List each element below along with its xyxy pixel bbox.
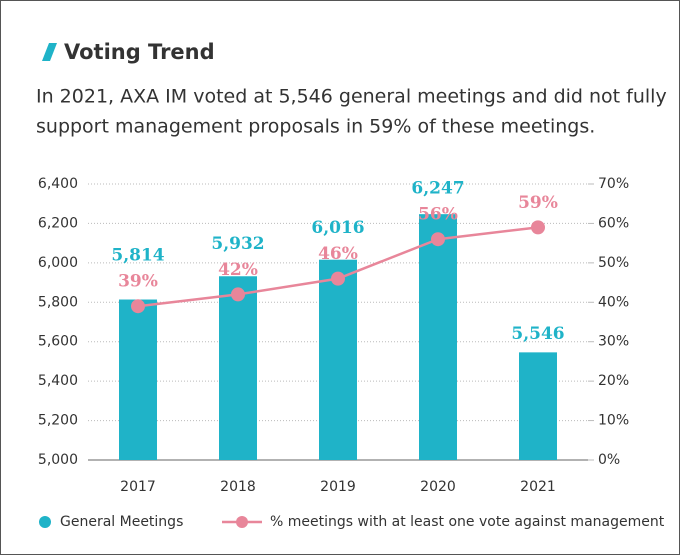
legend-swatch [39, 516, 51, 528]
bar [519, 352, 557, 460]
line-value-label: 59% [518, 193, 558, 213]
y-tick-label: 5,000 [38, 452, 78, 468]
bar-value-label: 5,932 [211, 234, 264, 254]
y2-tick-label: 20% [598, 373, 629, 389]
line-value-label: 42% [218, 260, 258, 280]
y-tick-label: 5,200 [38, 413, 78, 429]
x-tick-label: 2017 [120, 479, 156, 495]
y2-tick-label: 0% [598, 452, 620, 468]
x-tick-label: 2019 [320, 479, 356, 495]
bar-value-label: 6,016 [311, 218, 364, 238]
legend-swatch [236, 516, 248, 528]
x-tick-label: 2018 [220, 479, 256, 495]
x-tick-label: 2021 [520, 479, 556, 495]
chart-title: Voting Trend [64, 40, 215, 64]
y2-tick-label: 40% [598, 294, 629, 310]
y-tick-label: 6,400 [38, 176, 78, 192]
y2-tick-label: 30% [598, 334, 629, 350]
subtitle-line: support management proposals in 59% of t… [36, 116, 595, 138]
line-marker [131, 299, 145, 314]
bar-value-label: 5,814 [111, 246, 164, 266]
bar [119, 299, 157, 460]
y-tick-label: 5,600 [38, 334, 78, 350]
y2-tick-label: 70% [598, 176, 629, 192]
bar [219, 276, 257, 460]
y2-tick-label: 50% [598, 255, 629, 271]
y2-tick-label: 60% [598, 215, 629, 231]
y-tick-label: 5,800 [38, 294, 78, 310]
line-value-label: 46% [318, 244, 358, 264]
title-icon [42, 43, 57, 61]
legend-label: General Meetings [60, 514, 183, 530]
bar-value-label: 6,247 [411, 179, 464, 199]
y-tick-label: 5,400 [38, 373, 78, 389]
y-tick-label: 6,200 [38, 215, 78, 231]
bar [319, 259, 357, 460]
line-value-label: 56% [418, 205, 458, 225]
line-marker [231, 287, 245, 302]
x-tick-label: 2020 [420, 479, 456, 495]
y-tick-label: 6,000 [38, 255, 78, 271]
bar [419, 214, 457, 460]
line-marker [531, 220, 545, 235]
line-marker [431, 232, 445, 247]
subtitle-line: In 2021, AXA IM voted at 5,546 general m… [36, 86, 667, 108]
legend-label: % meetings with at least one vote agains… [270, 514, 665, 530]
line-value-label: 39% [118, 272, 158, 292]
y2-tick-label: 10% [598, 413, 629, 429]
line-marker [331, 271, 345, 286]
bar-value-label: 5,546 [511, 324, 564, 344]
